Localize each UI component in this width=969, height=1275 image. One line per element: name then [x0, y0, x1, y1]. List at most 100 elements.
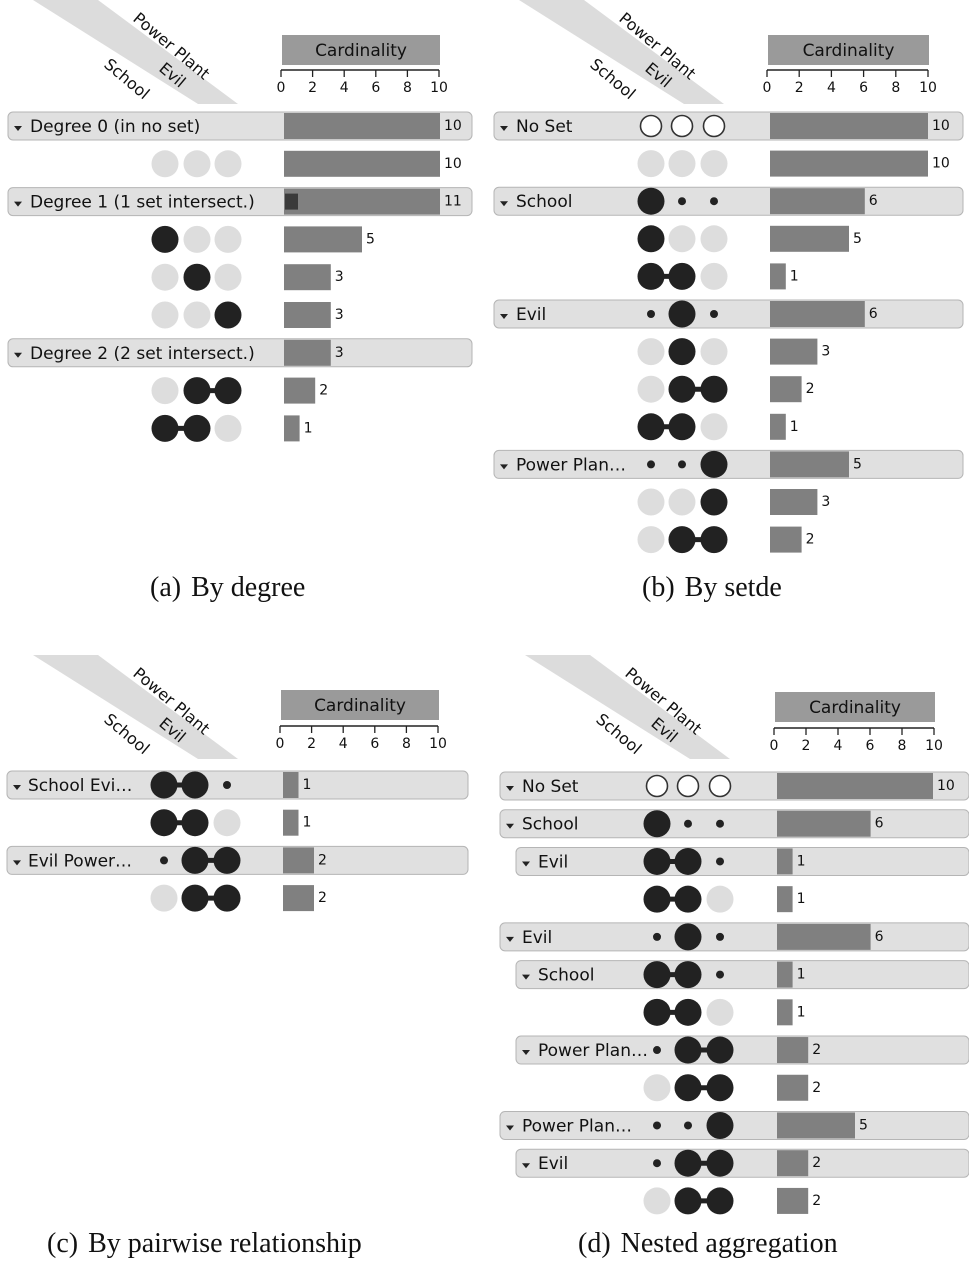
power-plant-empty-dot — [700, 262, 728, 290]
power-plant-empty-dot — [214, 225, 242, 253]
group-row[interactable] — [493, 299, 964, 329]
expand-caret-icon[interactable] — [506, 1125, 514, 1131]
evil-member-dot — [183, 263, 211, 291]
cardinality-bar[interactable] — [284, 264, 331, 291]
cardinality-bar[interactable] — [284, 415, 300, 442]
cardinality-bar[interactable] — [777, 1074, 809, 1101]
evil-empty-dot — [183, 225, 211, 253]
cardinality-bar[interactable] — [283, 847, 314, 874]
cardinality-bar[interactable] — [777, 1112, 855, 1139]
expand-caret-icon[interactable] — [500, 464, 508, 470]
cardinality-bar[interactable] — [777, 810, 871, 837]
cardinality-bar[interactable] — [777, 886, 793, 913]
cardinality-bar[interactable] — [777, 848, 793, 875]
expand-caret-icon[interactable] — [522, 974, 530, 980]
school-small-dot — [653, 932, 661, 941]
group-row[interactable] — [6, 770, 469, 800]
cardinality-bar[interactable] — [283, 809, 299, 836]
expand-caret-icon[interactable] — [522, 1163, 530, 1169]
group-row[interactable] — [499, 922, 969, 952]
group-label: Power Plan… — [522, 1116, 632, 1136]
expand-caret-icon[interactable] — [14, 126, 22, 131]
expand-caret-icon[interactable] — [500, 201, 508, 207]
cardinality-bar[interactable] — [777, 1187, 809, 1214]
expand-caret-icon[interactable] — [14, 352, 22, 358]
school-empty-dot — [637, 375, 665, 403]
cardinality-bar[interactable] — [284, 377, 316, 404]
axis-tick-label: 8 — [898, 738, 907, 754]
expand-caret-icon[interactable] — [506, 823, 514, 829]
panel-by-pairwise: School Evil Power Plant Cardinality 0 2 4 6 8 10 S… — [0, 655, 480, 1215]
school-member-dot — [637, 225, 665, 253]
group-row[interactable] — [515, 846, 969, 876]
cardinality-bar[interactable] — [777, 961, 793, 988]
cardinality-bar[interactable] — [770, 301, 865, 327]
power-plant-member-dot — [700, 488, 728, 516]
group-row[interactable] — [515, 1035, 969, 1065]
school-small-dot — [653, 1121, 661, 1130]
evil-small-dot — [684, 1121, 692, 1130]
cardinality-bar[interactable] — [284, 150, 440, 177]
group-row[interactable] — [515, 960, 969, 990]
power-plant-empty-dot — [213, 809, 241, 837]
group-label: Degree 0 (in no set) — [30, 117, 200, 137]
group-row[interactable] — [515, 1148, 969, 1178]
panel-by-setde: School Evil Power Plant Cardinality 0 2 4 6 8 10 N… — [487, 0, 969, 565]
bar-value-label: 5 — [853, 456, 862, 472]
axis-tick-label: 4 — [827, 80, 836, 96]
cardinality-bar[interactable] — [770, 150, 928, 177]
expand-caret-icon[interactable] — [506, 936, 514, 942]
cardinality-bar[interactable] — [284, 302, 331, 328]
expand-caret-icon[interactable] — [500, 314, 508, 319]
evil-member-dot — [668, 526, 696, 554]
expand-caret-icon[interactable] — [500, 126, 508, 131]
cardinality-header[interactable] — [282, 35, 440, 65]
expand-caret-icon[interactable] — [13, 860, 21, 866]
cardinality-bar[interactable] — [777, 1037, 809, 1064]
cardinality-bar[interactable] — [770, 376, 802, 403]
expand-caret-icon[interactable] — [522, 1050, 530, 1056]
expand-caret-icon[interactable] — [522, 861, 530, 867]
cardinality-bar[interactable] — [770, 225, 849, 252]
cardinality-bar[interactable] — [283, 772, 299, 798]
cardinality-bar[interactable] — [770, 113, 928, 139]
cardinality-header[interactable] — [281, 690, 439, 720]
evil-small-dot — [684, 819, 692, 828]
cardinality-bar[interactable] — [770, 526, 802, 553]
cardinality-bar[interactable] — [284, 188, 440, 215]
cardinality-bar[interactable] — [284, 339, 331, 366]
cardinality-bar[interactable] — [283, 885, 314, 912]
cardinality-bar[interactable] — [777, 923, 871, 950]
bar-value-label: 3 — [821, 344, 830, 360]
cardinality-header[interactable] — [775, 692, 935, 722]
cardinality-bar[interactable] — [770, 451, 849, 478]
cardinality-bar[interactable] — [770, 338, 818, 365]
school-member-dot — [151, 414, 179, 442]
cardinality-bar[interactable] — [777, 773, 933, 799]
power-plant-member-dot — [214, 377, 242, 405]
cardinality-bar[interactable] — [284, 113, 440, 139]
expand-caret-icon[interactable] — [14, 201, 22, 207]
cardinality-bar[interactable] — [777, 999, 793, 1026]
cardinality-bar[interactable] — [770, 188, 865, 215]
group-row[interactable] — [7, 338, 473, 368]
group-label: Evil Power… — [28, 851, 132, 871]
evil-member-dot — [674, 1036, 702, 1064]
evil-member-dot — [668, 262, 696, 290]
panel-by-degree: School Evil Power Plant Cardinality 0 2 4 6 8 10 D… — [0, 0, 480, 565]
cardinality-bar[interactable] — [284, 226, 362, 253]
bar-value-label: 10 — [932, 156, 950, 172]
bar-value-label: 1 — [790, 268, 799, 284]
cardinality-bar[interactable] — [770, 413, 786, 440]
cardinality-header[interactable] — [768, 35, 929, 65]
power-plant-small-dot — [710, 310, 718, 318]
expand-caret-icon[interactable] — [13, 785, 21, 790]
cardinality-bar[interactable] — [777, 1150, 809, 1177]
cardinality-bar[interactable] — [770, 263, 786, 290]
evil-empty-dot — [183, 150, 211, 178]
expand-caret-icon[interactable] — [506, 786, 514, 791]
cardinality-bar[interactable] — [770, 489, 818, 515]
bar-value-label: 1 — [797, 1004, 806, 1020]
